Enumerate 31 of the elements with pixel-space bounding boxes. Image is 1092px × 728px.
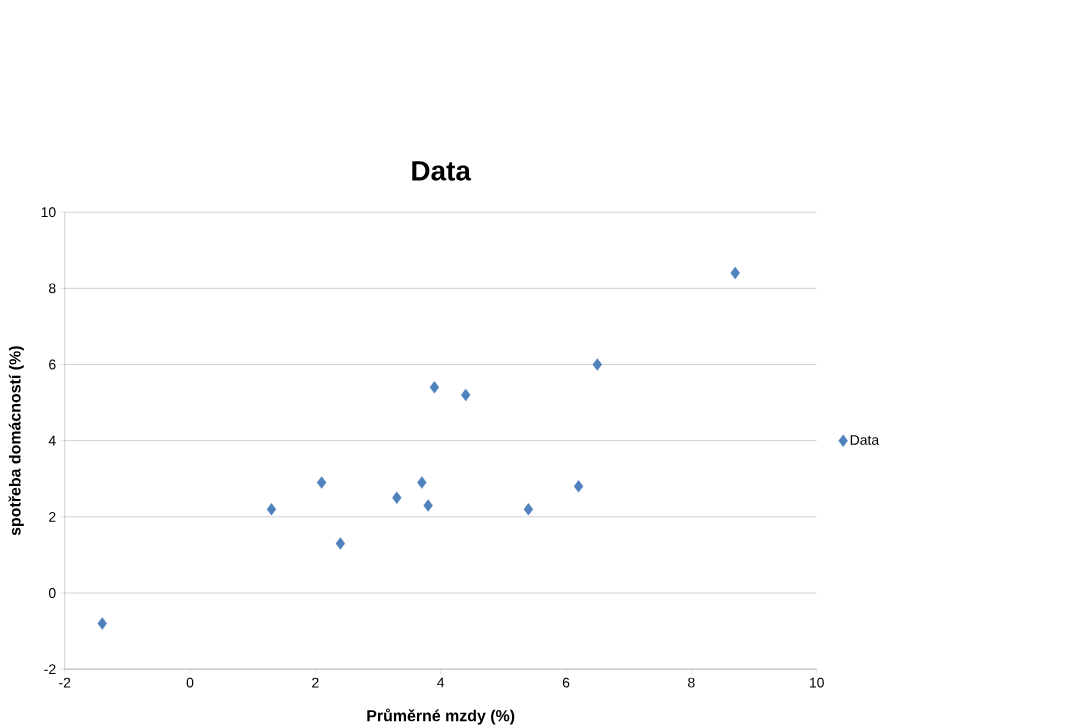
point	[592, 358, 603, 371]
y-tick-label: 2	[49, 512, 56, 522]
point	[523, 503, 534, 516]
point	[392, 491, 402, 505]
y-tick-label: 6	[49, 359, 56, 370]
point	[266, 503, 277, 516]
y-tick-label: 10	[41, 207, 56, 218]
point	[573, 480, 584, 493]
x-tick-label: 8	[688, 677, 695, 688]
point	[316, 476, 327, 489]
x-tick-label: 4	[437, 677, 445, 688]
point	[429, 381, 440, 394]
point	[730, 266, 740, 280]
y-tick-label: 4	[48, 435, 56, 446]
x-tick-label: 0	[186, 677, 194, 688]
x-tick-label: -2	[59, 677, 71, 688]
point	[461, 388, 471, 402]
point	[423, 499, 433, 512]
x-tick-label: 2	[312, 677, 319, 688]
x-axis-title: Průměrné mzdy (%)	[367, 708, 515, 725]
y-tick-label: 0	[48, 588, 56, 599]
y-tick-label: -2	[44, 664, 56, 675]
legend-label: Data	[850, 435, 880, 445]
x-tick-label: 6	[562, 677, 570, 688]
x-tick-label: 10	[809, 677, 824, 688]
y-tick-label: 8	[49, 283, 56, 294]
chart-title: Data	[412, 161, 472, 181]
point	[97, 617, 107, 630]
y-axis-title: spotřeba domácností (%)	[8, 346, 24, 536]
point	[335, 537, 346, 550]
point	[417, 476, 427, 489]
